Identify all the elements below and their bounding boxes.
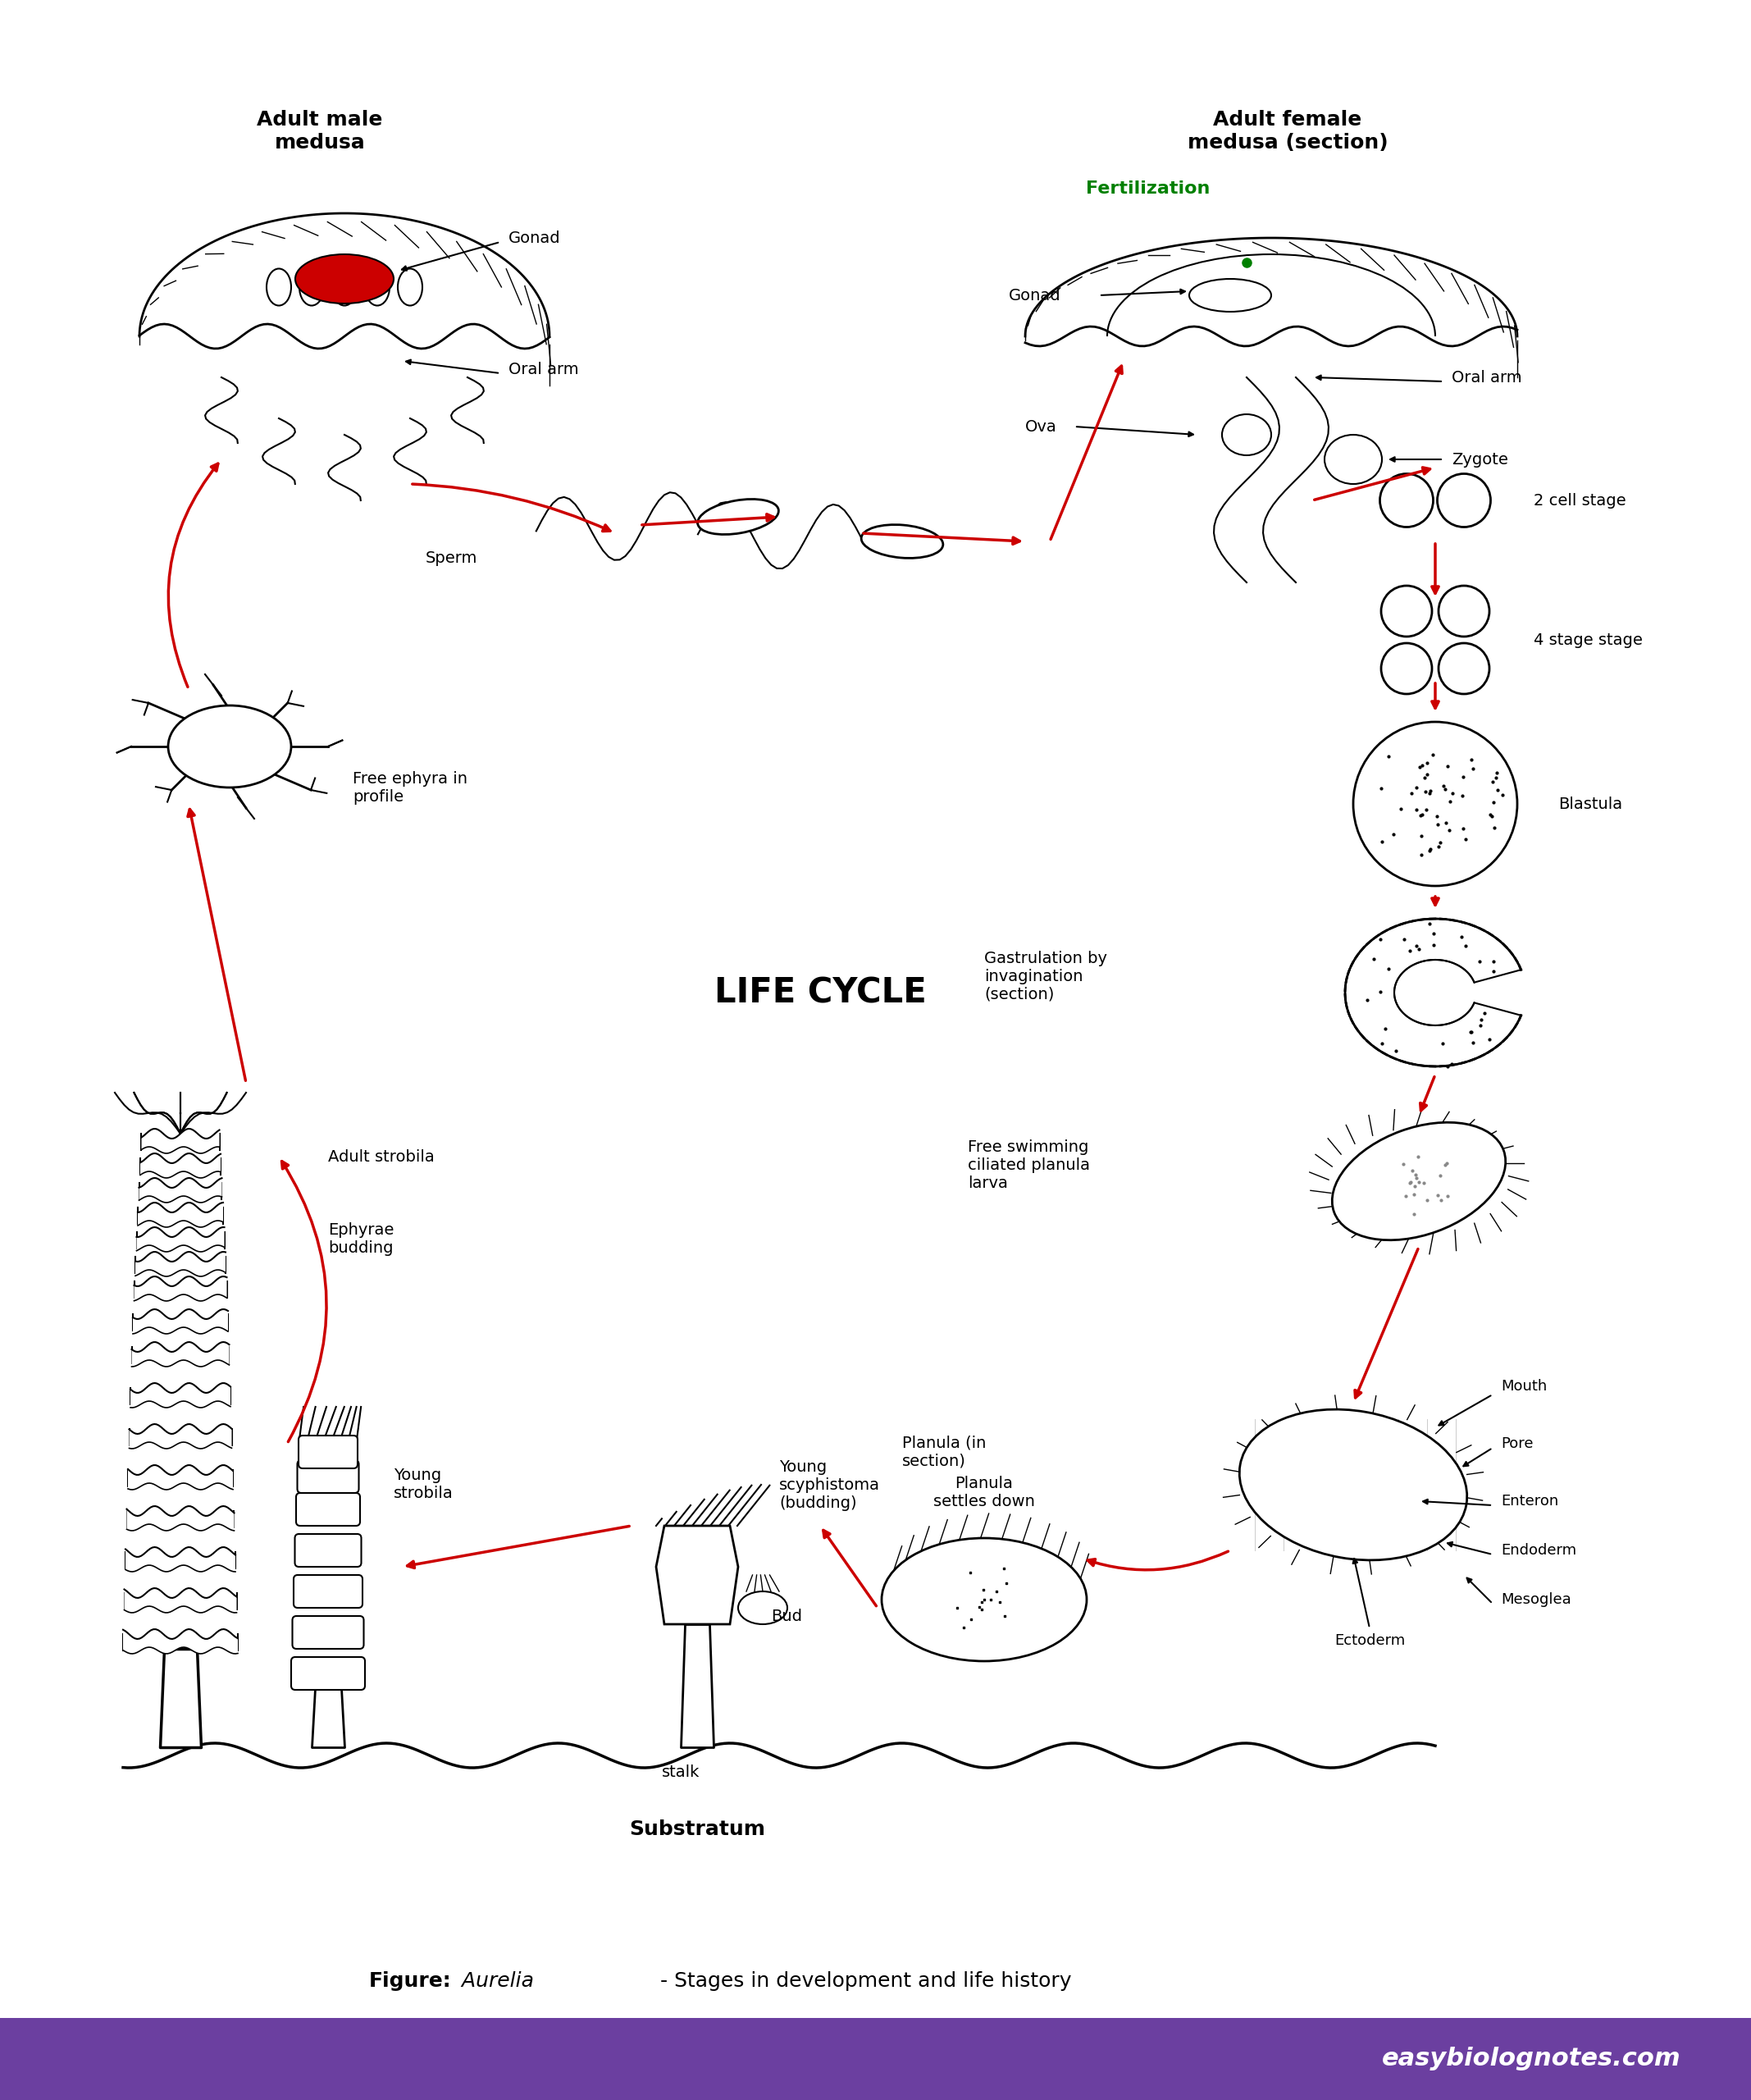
- Ellipse shape: [739, 1592, 788, 1623]
- FancyBboxPatch shape: [298, 1436, 357, 1468]
- Text: Figure:: Figure:: [368, 1972, 452, 1991]
- Text: Substratum: Substratum: [629, 1819, 765, 1840]
- Ellipse shape: [861, 525, 944, 559]
- Text: Fertilization: Fertilization: [1086, 181, 1210, 197]
- Text: Ectoderm: Ectoderm: [1334, 1634, 1404, 1648]
- Ellipse shape: [1439, 643, 1490, 693]
- Text: easybiolognotes.com: easybiolognotes.com: [1382, 2048, 1681, 2071]
- Text: Adult strobila: Adult strobila: [327, 1149, 434, 1163]
- Ellipse shape: [1382, 586, 1432, 636]
- Polygon shape: [1345, 920, 1522, 1067]
- Text: Oral arm: Oral arm: [1452, 370, 1522, 384]
- Ellipse shape: [1324, 435, 1382, 483]
- Text: Oral arm: Oral arm: [508, 361, 580, 376]
- FancyBboxPatch shape: [294, 1533, 361, 1567]
- Ellipse shape: [1438, 475, 1490, 527]
- Text: Young
strobila: Young strobila: [394, 1468, 454, 1502]
- Text: Mouth: Mouth: [1501, 1380, 1546, 1394]
- FancyBboxPatch shape: [291, 1657, 364, 1691]
- Text: Adult female
medusa (section): Adult female medusa (section): [1187, 109, 1389, 153]
- Text: LIFE CYCLE: LIFE CYCLE: [714, 974, 926, 1010]
- Text: Gonad: Gonad: [1009, 288, 1061, 302]
- Ellipse shape: [1439, 586, 1490, 636]
- Ellipse shape: [333, 269, 357, 307]
- Text: Zygote: Zygote: [1452, 452, 1508, 466]
- Text: Adult male
medusa: Adult male medusa: [257, 109, 383, 153]
- Ellipse shape: [1240, 1409, 1467, 1560]
- Text: Aurelia: Aurelia: [455, 1972, 534, 1991]
- Text: Sperm: Sperm: [425, 550, 476, 565]
- Text: Endoderm: Endoderm: [1501, 1544, 1576, 1558]
- Bar: [0, 2018, 1751, 2100]
- Text: Free swimming
ciliated planula
larva: Free swimming ciliated planula larva: [968, 1138, 1089, 1191]
- Ellipse shape: [1333, 1121, 1506, 1241]
- Text: 4 stage stage: 4 stage stage: [1534, 632, 1642, 647]
- FancyBboxPatch shape: [296, 1493, 361, 1527]
- Text: Bud: Bud: [770, 1609, 802, 1623]
- Text: Ova: Ova: [1024, 418, 1058, 435]
- Text: Blastula: Blastula: [1558, 796, 1623, 813]
- Text: Planula
settles down: Planula settles down: [933, 1476, 1035, 1510]
- FancyBboxPatch shape: [298, 1459, 359, 1493]
- Polygon shape: [657, 1527, 739, 1623]
- Text: Ephyrae
budding: Ephyrae budding: [327, 1222, 394, 1256]
- Text: Mesoglea: Mesoglea: [1501, 1592, 1571, 1606]
- Ellipse shape: [299, 269, 324, 307]
- Text: Pore: Pore: [1501, 1436, 1534, 1451]
- Text: Enteron: Enteron: [1501, 1493, 1558, 1508]
- FancyBboxPatch shape: [294, 1575, 362, 1609]
- Text: Gonad: Gonad: [508, 231, 560, 246]
- Ellipse shape: [364, 269, 389, 307]
- Ellipse shape: [697, 500, 779, 536]
- Ellipse shape: [1382, 643, 1432, 693]
- Text: 2 cell stage: 2 cell stage: [1534, 493, 1627, 508]
- Ellipse shape: [1380, 475, 1434, 527]
- Text: Gastrulation by
invagination
(section): Gastrulation by invagination (section): [984, 951, 1107, 1002]
- Text: Free ephyra in
profile: Free ephyra in profile: [352, 771, 468, 804]
- Text: - Stages in development and life history: - Stages in development and life history: [660, 1972, 1072, 1991]
- Ellipse shape: [296, 254, 394, 304]
- Text: stalk: stalk: [662, 1764, 700, 1779]
- Ellipse shape: [397, 269, 422, 307]
- Ellipse shape: [1222, 414, 1271, 456]
- FancyBboxPatch shape: [292, 1617, 364, 1648]
- Ellipse shape: [1189, 279, 1271, 311]
- Circle shape: [1354, 722, 1518, 886]
- Ellipse shape: [883, 1537, 1087, 1661]
- Ellipse shape: [266, 269, 291, 307]
- Text: Planula (in
section): Planula (in section): [902, 1434, 986, 1468]
- Text: Young
scyphistoma
(budding): Young scyphistoma (budding): [779, 1459, 881, 1510]
- Ellipse shape: [168, 706, 291, 788]
